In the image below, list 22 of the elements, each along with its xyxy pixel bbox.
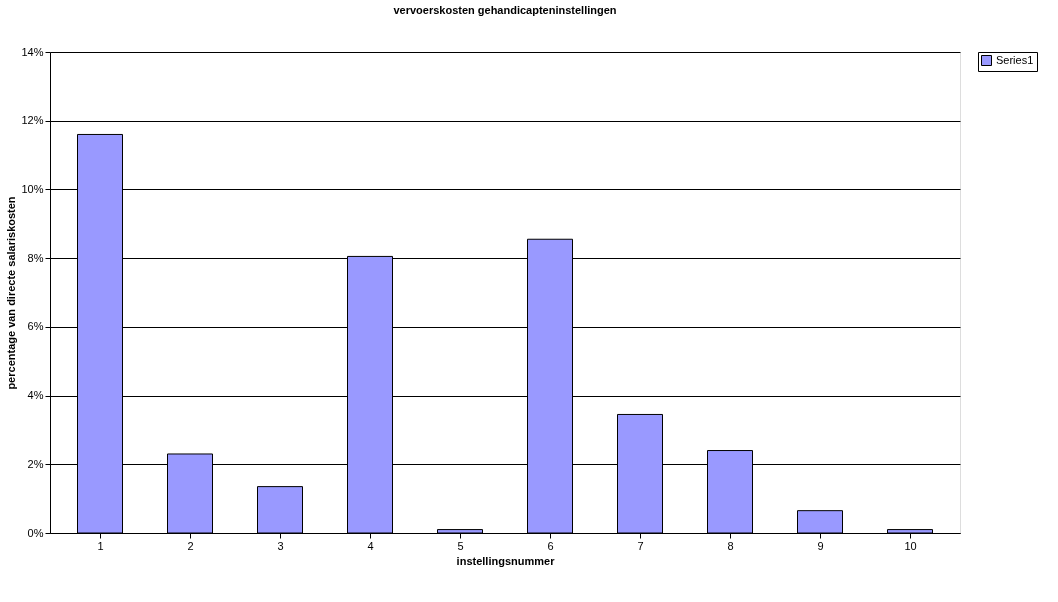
x-tick-label: 10 bbox=[904, 539, 917, 552]
x-tick-label: 4 bbox=[367, 539, 374, 552]
y-tick-label: 0% bbox=[27, 526, 44, 539]
x-tick-label: 1 bbox=[97, 539, 104, 552]
chart-title: vervoerskosten gehandicapteninstellingen bbox=[393, 4, 617, 16]
y-axis-title: percentage van directe salariskosten bbox=[5, 196, 18, 390]
y-tick-label: 2% bbox=[27, 457, 44, 470]
y-tick-label: 8% bbox=[27, 251, 44, 264]
x-tick-label: 6 bbox=[547, 539, 554, 552]
y-tick-label: 4% bbox=[27, 389, 44, 402]
y-tick-label: 14% bbox=[21, 45, 44, 58]
legend-label: Series1 bbox=[996, 53, 1034, 66]
y-tick-label: 10% bbox=[21, 182, 44, 195]
y-tick-label: 12% bbox=[21, 114, 44, 127]
x-tick-label: 7 bbox=[637, 539, 644, 552]
x-axis-title: instellingsnummer bbox=[456, 554, 556, 567]
x-tick-label: 3 bbox=[277, 539, 284, 552]
x-tick-label: 2 bbox=[187, 539, 194, 552]
x-tick-label: 5 bbox=[457, 539, 464, 552]
x-tick-label: 8 bbox=[727, 539, 734, 552]
y-tick-label: 6% bbox=[27, 320, 44, 333]
x-tick-label: 9 bbox=[817, 539, 824, 552]
